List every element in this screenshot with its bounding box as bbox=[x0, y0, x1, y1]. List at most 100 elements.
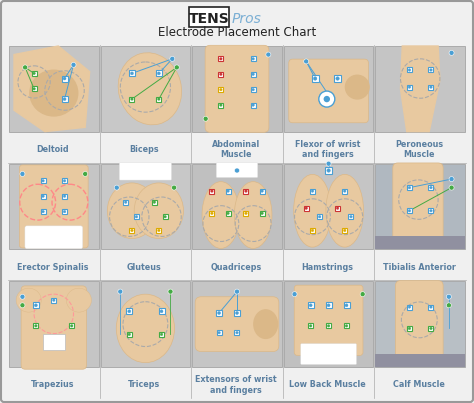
Ellipse shape bbox=[326, 174, 364, 247]
Bar bbox=[156, 97, 161, 102]
Bar bbox=[251, 56, 255, 61]
Text: Extensors of wrist
and fingers: Extensors of wrist and fingers bbox=[195, 375, 277, 395]
Circle shape bbox=[131, 229, 133, 232]
Bar bbox=[156, 71, 162, 77]
Bar bbox=[428, 185, 433, 190]
Bar bbox=[129, 228, 135, 233]
Text: Calf Muscle: Calf Muscle bbox=[393, 380, 445, 389]
Bar bbox=[163, 214, 168, 219]
FancyBboxPatch shape bbox=[119, 163, 172, 180]
Ellipse shape bbox=[253, 309, 278, 339]
Circle shape bbox=[153, 201, 155, 204]
Bar bbox=[62, 209, 67, 214]
Circle shape bbox=[337, 207, 339, 210]
FancyBboxPatch shape bbox=[189, 7, 229, 27]
Circle shape bbox=[218, 312, 220, 314]
Circle shape bbox=[170, 56, 175, 61]
Bar bbox=[159, 332, 164, 337]
Bar bbox=[325, 167, 332, 174]
Bar bbox=[251, 102, 255, 108]
FancyBboxPatch shape bbox=[395, 280, 443, 366]
Text: Trapezius: Trapezius bbox=[31, 380, 74, 389]
Circle shape bbox=[20, 171, 25, 177]
Circle shape bbox=[266, 52, 271, 57]
Circle shape bbox=[408, 186, 410, 189]
Bar bbox=[127, 332, 132, 337]
Bar bbox=[9, 281, 99, 367]
Bar bbox=[428, 326, 433, 331]
Circle shape bbox=[311, 229, 314, 232]
Circle shape bbox=[20, 303, 25, 308]
Circle shape bbox=[430, 327, 432, 330]
Circle shape bbox=[160, 333, 163, 336]
Bar bbox=[69, 323, 74, 328]
Bar bbox=[152, 199, 157, 205]
Bar bbox=[9, 46, 99, 132]
Text: Erector Spinalis: Erector Spinalis bbox=[17, 263, 89, 272]
Bar bbox=[428, 208, 433, 213]
Bar bbox=[335, 206, 340, 211]
Circle shape bbox=[71, 324, 73, 327]
Circle shape bbox=[236, 312, 238, 314]
Bar bbox=[62, 96, 68, 102]
Circle shape bbox=[227, 190, 229, 192]
Bar bbox=[216, 310, 222, 316]
Text: Hamstrings: Hamstrings bbox=[301, 263, 354, 272]
Circle shape bbox=[319, 91, 335, 107]
Circle shape bbox=[33, 87, 36, 90]
Bar bbox=[158, 308, 164, 314]
Circle shape bbox=[430, 69, 432, 71]
Circle shape bbox=[164, 216, 166, 218]
Text: TENS: TENS bbox=[189, 12, 229, 26]
Text: Triceps: Triceps bbox=[128, 380, 161, 389]
Bar bbox=[375, 237, 465, 249]
Text: Quadriceps: Quadriceps bbox=[210, 263, 262, 272]
Circle shape bbox=[53, 299, 55, 301]
FancyBboxPatch shape bbox=[301, 344, 356, 364]
Bar bbox=[32, 71, 36, 76]
Circle shape bbox=[360, 292, 365, 297]
Circle shape bbox=[305, 207, 308, 210]
Circle shape bbox=[218, 331, 220, 334]
Text: Electrode Placement Chart: Electrode Placement Chart bbox=[158, 27, 316, 39]
Bar bbox=[260, 211, 264, 216]
Circle shape bbox=[449, 185, 454, 190]
Circle shape bbox=[449, 177, 454, 182]
Bar bbox=[129, 97, 135, 102]
Bar bbox=[334, 75, 341, 82]
Circle shape bbox=[135, 216, 137, 218]
Bar bbox=[407, 208, 412, 213]
Bar bbox=[407, 305, 412, 310]
Bar bbox=[156, 228, 161, 233]
Bar bbox=[32, 86, 36, 91]
Bar bbox=[234, 310, 240, 316]
Bar bbox=[62, 75, 68, 81]
Bar bbox=[100, 46, 190, 132]
Bar bbox=[226, 211, 230, 216]
Circle shape bbox=[408, 86, 410, 88]
Bar bbox=[304, 206, 309, 211]
Circle shape bbox=[64, 210, 66, 213]
Bar bbox=[192, 46, 282, 132]
Circle shape bbox=[313, 77, 317, 80]
Circle shape bbox=[324, 96, 330, 102]
Ellipse shape bbox=[29, 70, 78, 116]
Circle shape bbox=[304, 59, 309, 64]
Circle shape bbox=[245, 190, 247, 192]
Circle shape bbox=[130, 72, 134, 75]
Circle shape bbox=[449, 50, 454, 55]
Circle shape bbox=[64, 195, 66, 197]
Bar bbox=[326, 302, 332, 308]
Bar bbox=[219, 102, 223, 108]
Bar bbox=[244, 211, 248, 216]
Ellipse shape bbox=[16, 288, 41, 312]
Bar bbox=[244, 189, 248, 193]
FancyBboxPatch shape bbox=[195, 297, 279, 351]
Bar bbox=[62, 194, 67, 199]
Circle shape bbox=[63, 77, 66, 80]
Bar bbox=[284, 281, 374, 367]
Circle shape bbox=[447, 303, 451, 308]
Circle shape bbox=[447, 294, 451, 299]
Text: Deltoid: Deltoid bbox=[36, 145, 69, 154]
Bar bbox=[100, 164, 190, 249]
